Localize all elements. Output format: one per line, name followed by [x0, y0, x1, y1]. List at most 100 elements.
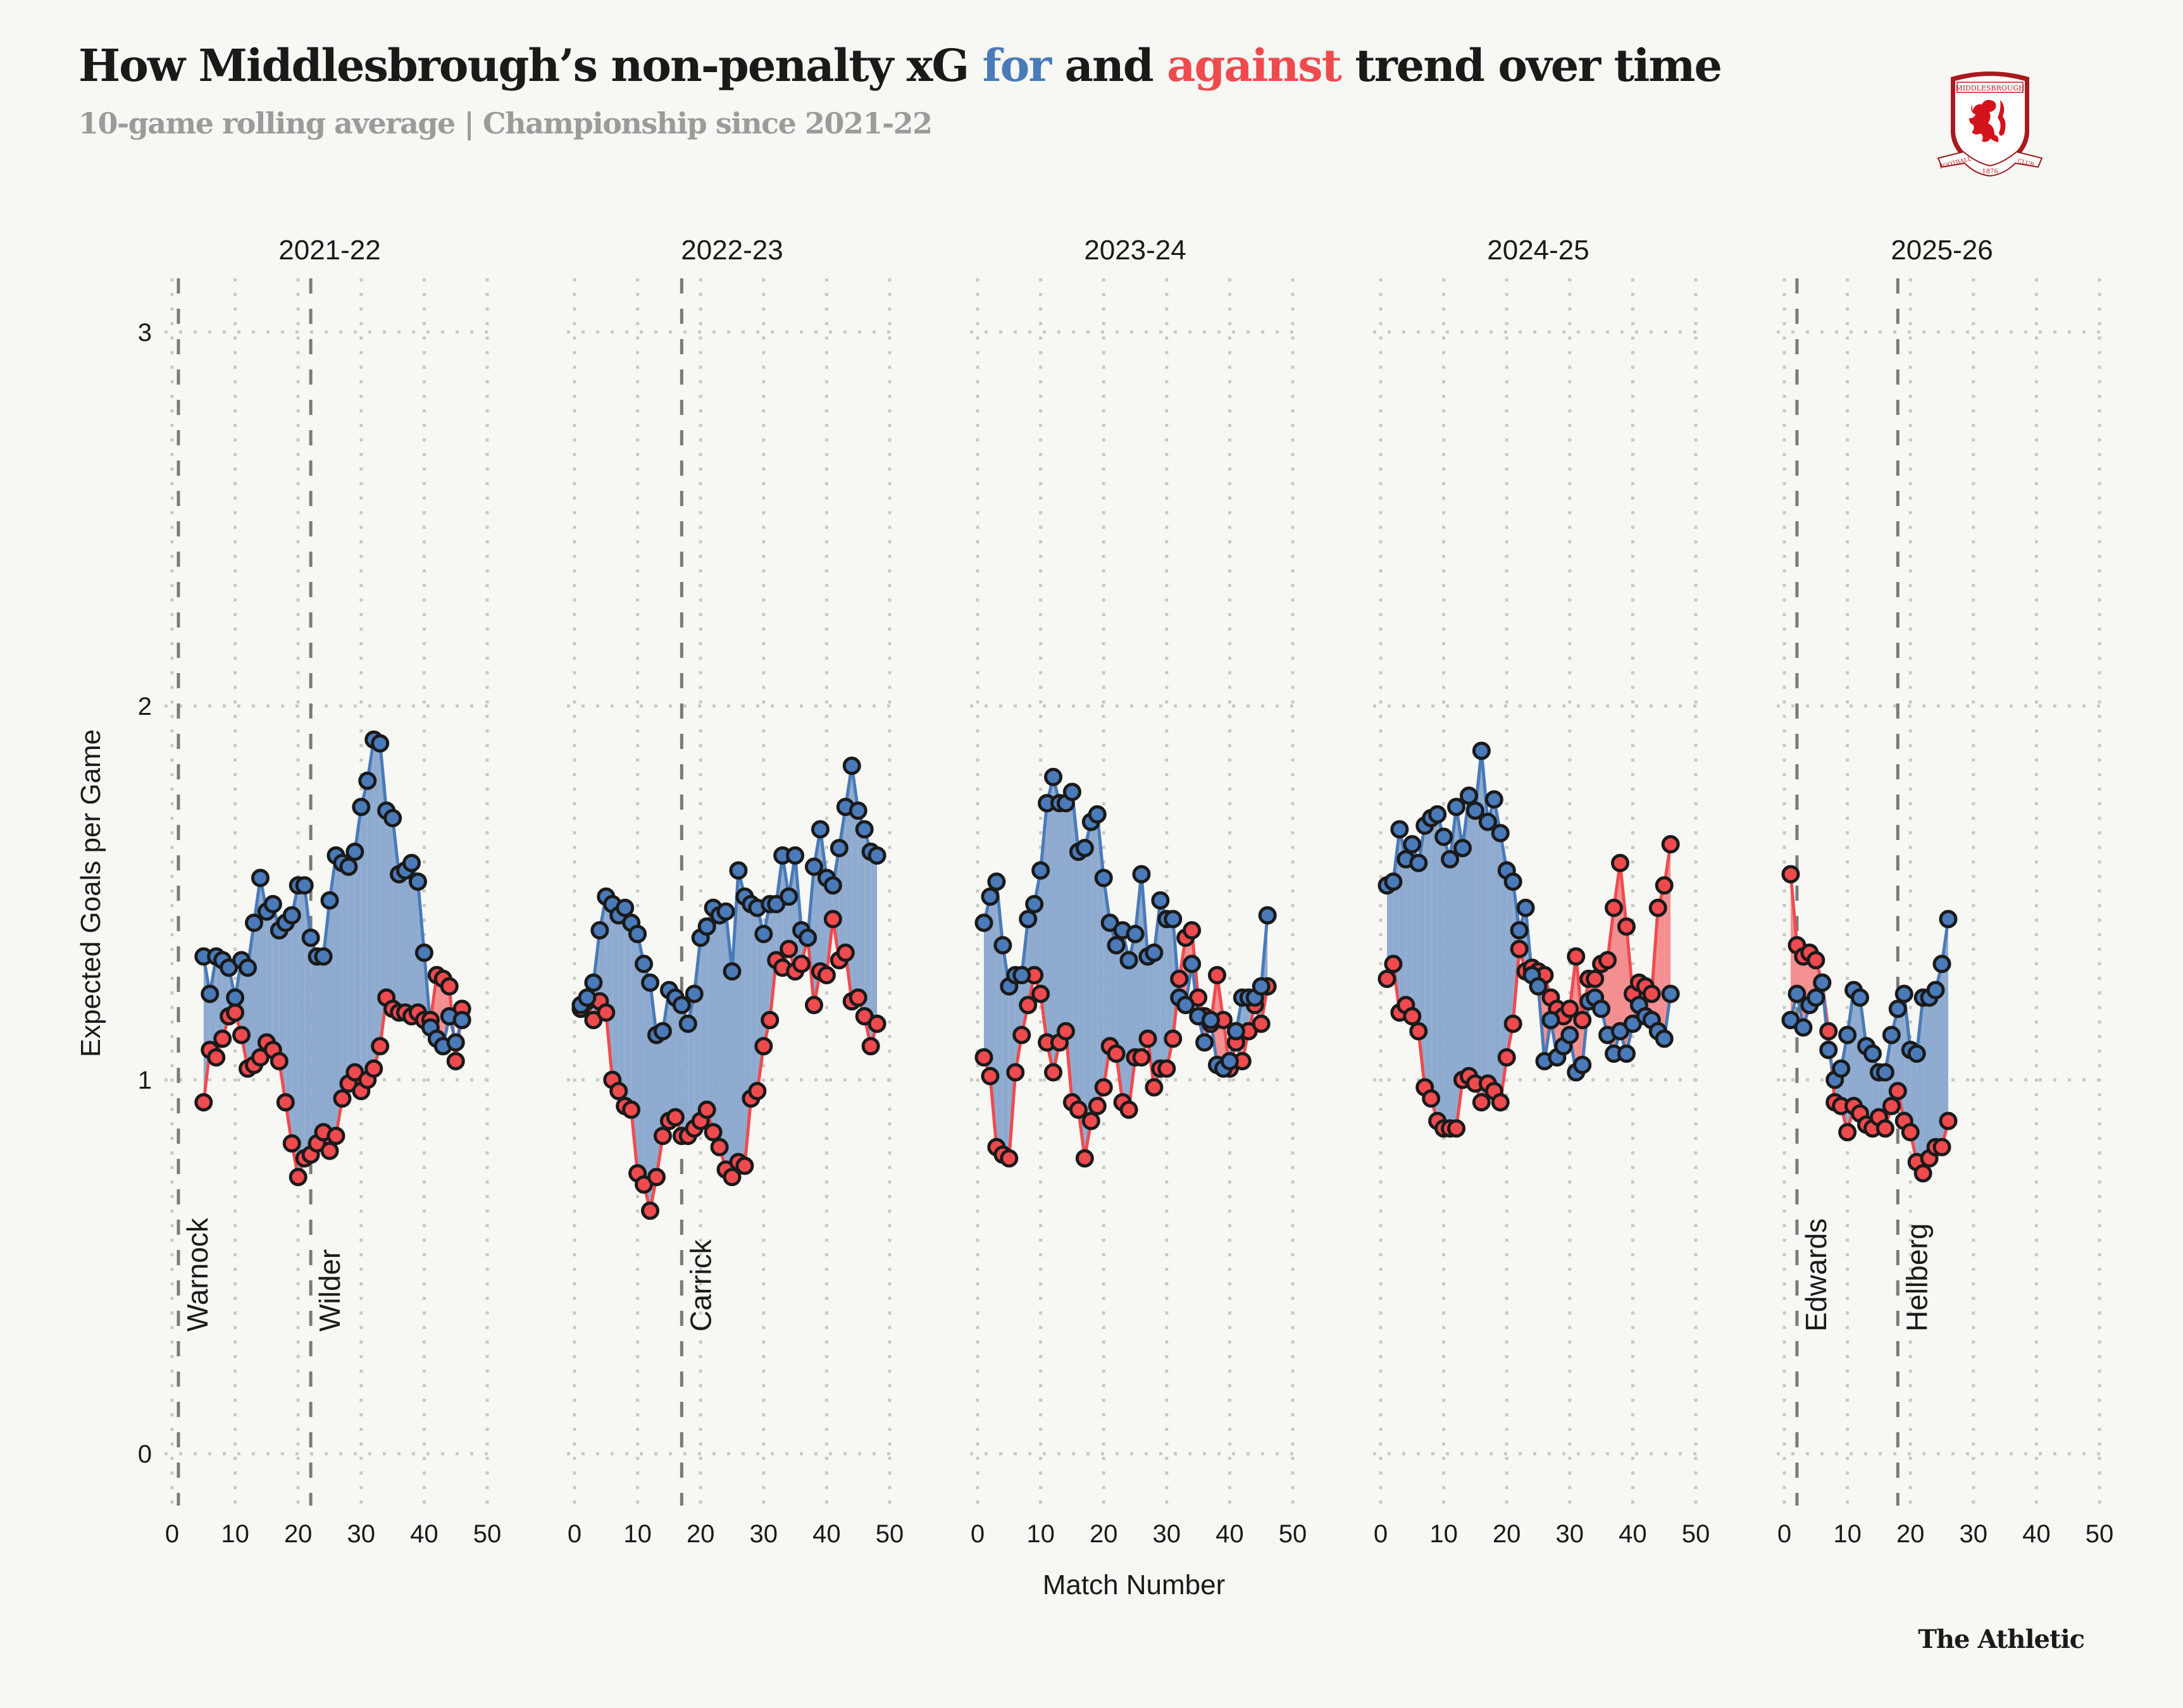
against-point — [1145, 1078, 1164, 1097]
for-point — [352, 798, 371, 817]
y-tick-label: 0 — [138, 1440, 152, 1468]
x-tick-label: 50 — [2086, 1520, 2114, 1548]
facet-title: 2024-25 — [1487, 235, 1589, 266]
area-segment — [713, 908, 720, 1148]
x-tick-label: 0 — [971, 1520, 985, 1548]
area-segment — [1456, 807, 1463, 1129]
for-point — [1390, 820, 1409, 839]
x-tick-label: 10 — [221, 1520, 249, 1548]
for-point — [1484, 790, 1503, 809]
area-segment — [1085, 822, 1092, 1159]
area-segment — [1866, 1046, 1873, 1129]
facet-title: 2021-22 — [278, 235, 380, 266]
against-point — [622, 1100, 641, 1119]
against-point — [1491, 1092, 1510, 1111]
for-point — [842, 757, 861, 776]
for-point — [1183, 955, 1202, 974]
area-segment — [399, 870, 406, 1013]
against-point — [1807, 951, 1825, 970]
against-point — [1012, 1025, 1031, 1044]
against-point — [1164, 1029, 1183, 1048]
area-segment — [1658, 885, 1665, 1039]
area-segment — [1078, 848, 1085, 1159]
for-point — [1491, 824, 1510, 843]
area-segment — [1110, 922, 1117, 1054]
for-point — [823, 876, 842, 895]
for-point — [1851, 988, 1870, 1007]
x-tick-label: 0 — [568, 1520, 582, 1548]
title-text-post: trend over time — [1341, 39, 1722, 92]
for-point — [1541, 1010, 1560, 1029]
y-tick-label: 2 — [138, 693, 152, 721]
area-segment — [625, 908, 631, 1110]
area-segment — [1418, 826, 1425, 1087]
for-point — [1875, 1063, 1894, 1082]
area-segment — [1412, 844, 1419, 1032]
for-point — [1573, 1055, 1592, 1074]
for-point — [1031, 861, 1050, 880]
against-point — [289, 1168, 308, 1187]
area-segment — [858, 810, 865, 1017]
against-point — [849, 988, 868, 1007]
against-point — [226, 1003, 245, 1022]
area-segment — [845, 765, 852, 1001]
for-point — [1075, 839, 1094, 858]
for-point — [653, 1022, 672, 1041]
x-tick-label: 50 — [1682, 1520, 1710, 1548]
lion-icon — [1969, 99, 2006, 142]
for-point — [1794, 1018, 1813, 1037]
against-point — [597, 1003, 616, 1022]
x-tick-label: 0 — [165, 1520, 179, 1548]
against-point — [1939, 1111, 1958, 1130]
manager-label: Hellberg — [1900, 1223, 1933, 1332]
against-point — [1838, 1123, 1857, 1142]
area-segment — [644, 963, 650, 1211]
area-segment — [354, 807, 361, 1091]
area-segment — [298, 885, 305, 1177]
against-point — [1503, 1014, 1522, 1033]
label-layer: 0 1 2 3 2021-22 0 10 20 30 40 50 Warnock Wilder 2022-… — [138, 235, 2114, 1548]
for-point — [1403, 835, 1422, 854]
facet-title: 2022-23 — [681, 235, 783, 266]
x-tick-label: 10 — [1026, 1520, 1055, 1548]
area-segment — [361, 781, 368, 1091]
area-segment — [1091, 814, 1098, 1122]
x-tick-label: 40 — [1619, 1520, 1647, 1548]
area-segment — [1147, 953, 1154, 1087]
for-point — [1252, 977, 1271, 996]
area-segment — [1431, 814, 1438, 1122]
area-segment — [1386, 881, 1393, 979]
area-segment — [700, 926, 707, 1122]
for-point — [584, 973, 603, 992]
against-point — [1901, 1123, 1920, 1142]
for-point — [1202, 1010, 1221, 1029]
for-point — [1434, 827, 1453, 846]
against-point — [1119, 1100, 1138, 1119]
for-point — [201, 984, 220, 1003]
against-point — [1207, 966, 1226, 985]
for-point — [1863, 1044, 1882, 1063]
for-point — [830, 839, 849, 858]
area-segment — [1469, 795, 1476, 1084]
for-point — [1592, 999, 1611, 1018]
for-point — [1807, 988, 1825, 1007]
against-point — [748, 1082, 767, 1101]
area-segment — [1475, 750, 1482, 1103]
manager-label: Edwards — [1800, 1218, 1832, 1332]
area-segment — [1437, 814, 1444, 1129]
against-point — [697, 1100, 716, 1119]
area-segment — [1053, 777, 1060, 1073]
for-point — [868, 846, 886, 865]
for-point — [1832, 1059, 1851, 1078]
against-point — [207, 1048, 226, 1067]
for-point — [339, 857, 358, 876]
for-point — [1107, 936, 1126, 955]
for-point — [1459, 786, 1478, 805]
area-segment — [1047, 777, 1054, 1073]
x-axis-label: Match Number — [1043, 1569, 1226, 1600]
against-point — [1183, 921, 1202, 940]
against-point — [1781, 865, 1800, 884]
for-point — [578, 988, 597, 1007]
for-point — [590, 921, 609, 940]
